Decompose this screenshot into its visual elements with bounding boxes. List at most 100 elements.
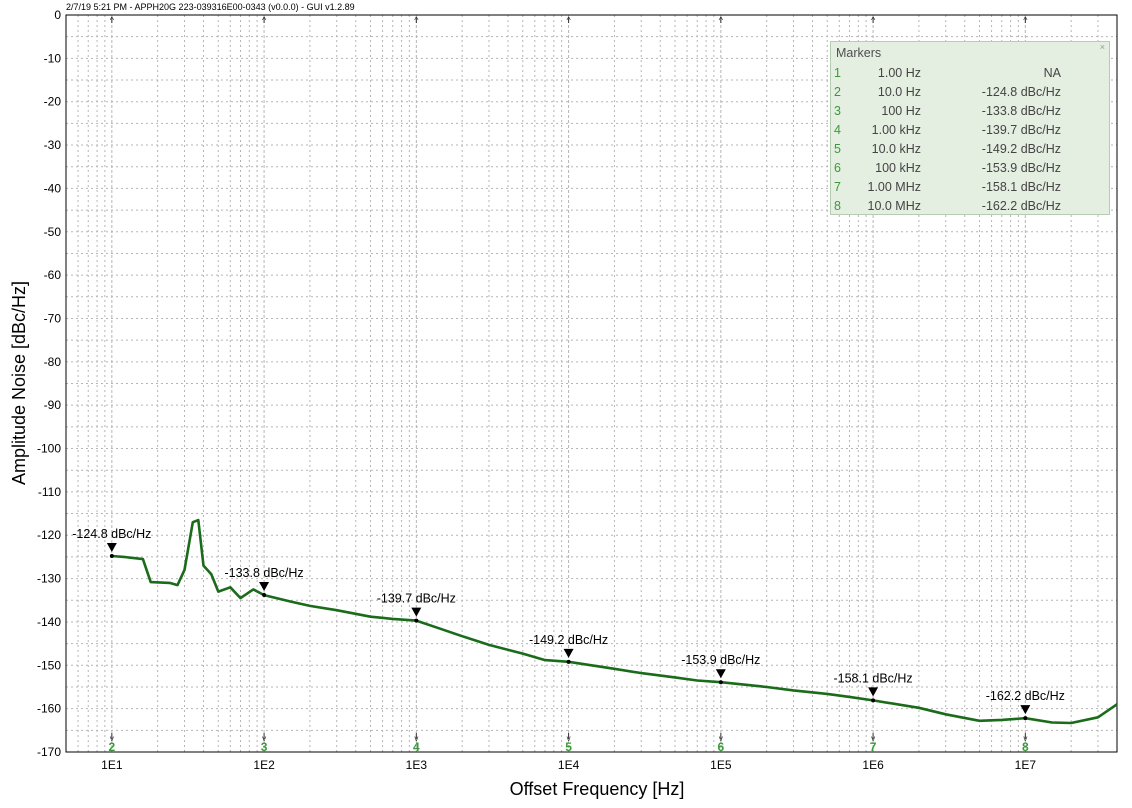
x-tick-label: 1E5 bbox=[710, 758, 732, 772]
x-tick-label: 1E3 bbox=[406, 758, 428, 772]
marker-row-index: 7 bbox=[834, 180, 841, 194]
y-tick-label: -70 bbox=[44, 311, 62, 325]
marker-row: 3 100 Hz -133.8 dBc/Hz bbox=[831, 104, 1111, 123]
y-tick-label: 0 bbox=[54, 8, 61, 22]
marker-dot bbox=[1023, 716, 1028, 721]
marker-triangle bbox=[106, 543, 117, 553]
marker-row: 5 10.0 kHz -149.2 dBc/Hz bbox=[831, 142, 1111, 161]
series-layer bbox=[111, 518, 1118, 725]
y-tick-label: -170 bbox=[37, 745, 61, 759]
marker-row-index: 8 bbox=[834, 199, 841, 213]
x-tick-label: 1E4 bbox=[558, 758, 580, 772]
marker-dot bbox=[718, 680, 723, 685]
marker-triangle bbox=[411, 607, 422, 617]
marker-value-label: -139.7 dBc/Hz bbox=[377, 592, 456, 606]
plot-frame bbox=[65, 14, 1118, 753]
marker-row-frequency: 1.00 kHz bbox=[871, 123, 921, 137]
y-tick-label: -160 bbox=[37, 702, 61, 716]
marker-value-label: -158.1 dBc/Hz bbox=[833, 671, 912, 685]
marker-triangle bbox=[563, 648, 574, 658]
marker-dot bbox=[871, 698, 876, 703]
marker-row-value: -162.2 dBc/Hz bbox=[981, 199, 1061, 213]
y-tick-label: -120 bbox=[37, 528, 61, 542]
marker-row-frequency: 1.00 MHz bbox=[867, 180, 922, 194]
marker-row-frequency: 100 kHz bbox=[875, 161, 921, 175]
marker-triangle bbox=[259, 582, 270, 592]
marker-layer: ^v2-124.8 dBc/Hz^v3-133.8 dBc/Hz^v4-139.… bbox=[72, 15, 1065, 754]
markers-panel[interactable]: Markers × 1 1.00 Hz NA 2 10.0 Hz -124.8 dBc/H… bbox=[830, 41, 1110, 215]
y-tick-label: -80 bbox=[44, 355, 62, 369]
y-tick-label: -130 bbox=[37, 572, 61, 586]
header-label: 2/7/19 5:21 PM - APPH20G 223-039316E00-0… bbox=[66, 2, 355, 12]
marker-dot bbox=[414, 618, 419, 623]
marker-row-index: 3 bbox=[834, 104, 841, 118]
y-axis-title: Amplitude Noise [dBc/Hz] bbox=[9, 281, 29, 485]
marker-index-label: 5 bbox=[565, 740, 572, 754]
marker-row-index: 6 bbox=[834, 161, 841, 175]
marker-row-value: -133.8 dBc/Hz bbox=[981, 104, 1061, 118]
marker-row: 2 10.0 Hz -124.8 dBc/Hz bbox=[831, 85, 1111, 104]
y-tick-label: -50 bbox=[44, 225, 62, 239]
y-tick-label: -20 bbox=[44, 95, 62, 109]
marker-row-frequency: 1.00 Hz bbox=[877, 66, 921, 80]
marker-row-index: 4 bbox=[834, 123, 841, 137]
y-tick-label: -90 bbox=[44, 398, 62, 412]
marker-index-label: 8 bbox=[1022, 740, 1029, 754]
x-axis-title: Offset Frequency [Hz] bbox=[510, 779, 685, 799]
x-tick-label: 1E6 bbox=[862, 758, 884, 772]
marker-row-index: 5 bbox=[834, 142, 841, 156]
marker-row-frequency: 10.0 kHz bbox=[871, 142, 921, 156]
marker-bottom-chevron: v bbox=[871, 734, 875, 743]
x-tick-label: 1E1 bbox=[101, 758, 123, 772]
y-tick-label: -10 bbox=[44, 51, 62, 65]
y-tick-label: -150 bbox=[37, 658, 61, 672]
marker-row-frequency: 10.0 Hz bbox=[877, 85, 921, 99]
y-tick-label: -140 bbox=[37, 615, 61, 629]
marker-index-label: 6 bbox=[717, 740, 724, 754]
marker-row-value: -153.9 dBc/Hz bbox=[981, 161, 1061, 175]
marker-bottom-chevron: v bbox=[262, 734, 266, 743]
marker-row-value: NA bbox=[1043, 66, 1061, 80]
y-tick-label: -30 bbox=[44, 138, 62, 152]
axes-layer: 0 -10 -20 -30 -40 -50 -60 -70 -80 -90 -100 -110 -120… bbox=[37, 8, 1118, 772]
marker-bottom-chevron: v bbox=[110, 734, 114, 743]
marker-row-index: 2 bbox=[834, 85, 841, 99]
marker-dot bbox=[262, 593, 267, 598]
marker-row: 1 1.00 Hz NA bbox=[831, 66, 1111, 85]
marker-index-label: 4 bbox=[413, 740, 420, 754]
marker-triangle bbox=[868, 687, 879, 697]
y-tick-label: -100 bbox=[37, 442, 61, 456]
marker-value-label: -124.8 dBc/Hz bbox=[72, 527, 151, 541]
marker-bottom-chevron: v bbox=[1023, 734, 1027, 743]
marker-index-label: 7 bbox=[870, 740, 877, 754]
marker-row-value: -124.8 dBc/Hz bbox=[981, 85, 1061, 99]
marker-value-label: -133.8 dBc/Hz bbox=[224, 566, 303, 580]
marker-dot bbox=[109, 554, 114, 559]
marker-row: 7 1.00 MHz -158.1 dBc/Hz bbox=[831, 180, 1111, 199]
marker-row-value: -158.1 dBc/Hz bbox=[981, 180, 1061, 194]
marker-index-label: 2 bbox=[108, 740, 115, 754]
marker-bottom-chevron: v bbox=[414, 734, 418, 743]
marker-row: 8 10.0 MHz -162.2 dBc/Hz bbox=[831, 199, 1111, 218]
marker-row: 4 1.00 kHz -139.7 dBc/Hz bbox=[831, 123, 1111, 142]
x-tick-label: 1E7 bbox=[1015, 758, 1037, 772]
marker-value-label: -162.2 dBc/Hz bbox=[986, 689, 1065, 703]
marker-index-label: 3 bbox=[261, 740, 268, 754]
marker-row-value: -139.7 dBc/Hz bbox=[981, 123, 1061, 137]
marker-bottom-chevron: v bbox=[567, 734, 571, 743]
x-tick-label: 1E2 bbox=[253, 758, 275, 772]
marker-triangle bbox=[715, 669, 726, 679]
marker-row-frequency: 10.0 MHz bbox=[867, 199, 922, 213]
markers-panel-title: Markers bbox=[836, 46, 882, 60]
marker-bottom-chevron: v bbox=[719, 734, 723, 743]
marker-triangle bbox=[1020, 705, 1031, 715]
marker-row-frequency: 100 Hz bbox=[881, 104, 921, 118]
marker-value-label: -149.2 dBc/Hz bbox=[529, 633, 608, 647]
noise-trace bbox=[111, 518, 1118, 725]
y-tick-label: -110 bbox=[38, 485, 61, 499]
marker-dot bbox=[566, 659, 571, 664]
marker-row: 6 100 kHz -153.9 dBc/Hz bbox=[831, 161, 1111, 180]
close-icon[interactable]: × bbox=[1099, 42, 1105, 52]
y-tick-label: -40 bbox=[44, 181, 62, 195]
